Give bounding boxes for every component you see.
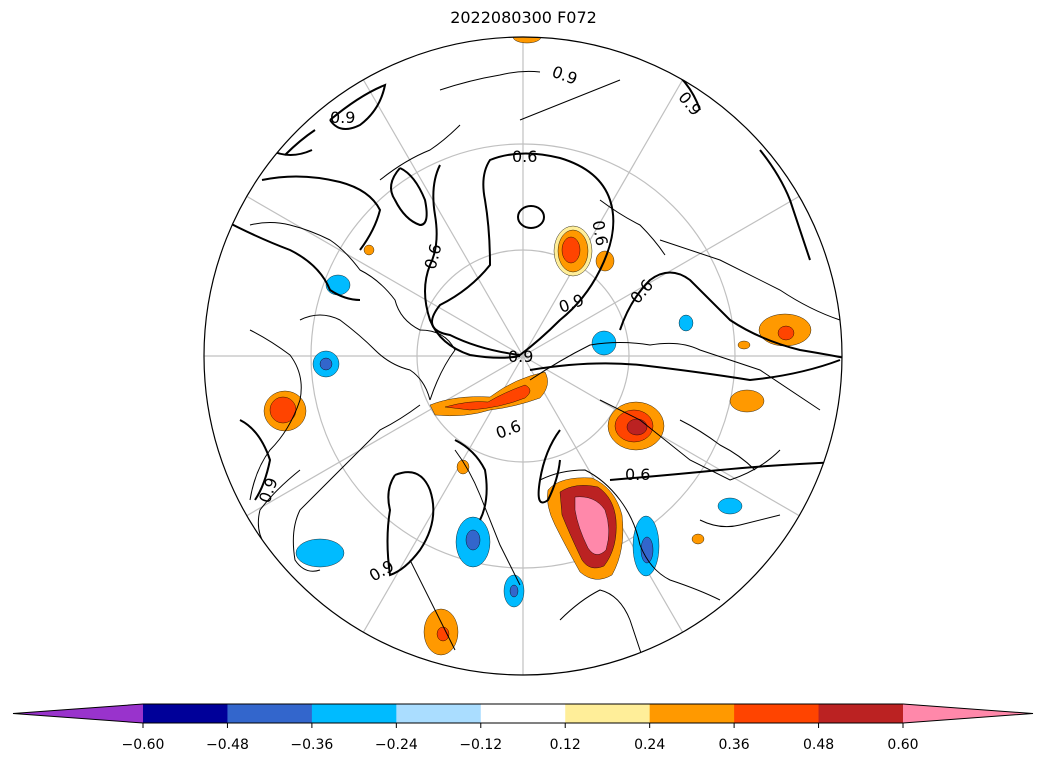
contour-label: 0.6 (625, 465, 650, 484)
contour-label-group: 0.9 0.6 0.9 0.9 0.6 0.9 0.6 0.9 0.6 0.6 … (255, 62, 705, 585)
polar-stereographic-map: 0.9 0.6 0.9 0.9 0.6 0.9 0.6 0.9 0.6 0.6 … (203, 36, 843, 676)
contour-label: 0.6 (512, 147, 537, 166)
colorbar-tick-label: −0.36 (290, 737, 333, 753)
positive-anomaly-pacific-east (729, 313, 812, 413)
colorbar-tick-label: −0.60 (122, 737, 165, 753)
colorbar-extend-max (903, 704, 1033, 723)
colorbar-tick-label: 0.60 (887, 737, 918, 753)
positive-anomaly-atlantic (423, 37, 705, 656)
colorbar-tick-label: 0.24 (634, 737, 665, 753)
colorbar-bin (649, 704, 735, 723)
colorbar-tick-label: 0.12 (550, 737, 581, 753)
colorbar-extend-min (13, 704, 143, 723)
contour-label: 0.9 (549, 62, 579, 89)
coastlines (249, 70, 841, 675)
colorbar-bin (734, 704, 820, 723)
colorbar: −0.60 −0.48 −0.36 −0.24 −0.12 0.12 0.24 0.36 0.4… (12, 703, 1034, 753)
colorbar-bin (818, 704, 904, 723)
contour-label: 0.9 (508, 347, 533, 366)
positive-anomaly-europe (547, 477, 624, 580)
contour-label: 0.6 (626, 276, 657, 308)
negative-anomaly-patches (295, 274, 743, 608)
contour-label: 0.9 (556, 290, 586, 317)
map-title: 2022080300 F072 (450, 8, 597, 27)
colorbar-tick-label: −0.24 (375, 737, 418, 753)
colorbar-bin (311, 704, 397, 723)
colorbar-bin (396, 704, 482, 723)
colorbar-bin (480, 704, 566, 723)
contour-label: 0.9 (674, 88, 705, 120)
colorbar-tick-label: −0.48 (206, 737, 249, 753)
colorbar-ticks: −0.60 −0.48 −0.36 −0.24 −0.12 0.12 0.24 0.36 0.4… (122, 723, 919, 753)
anomaly-shading (263, 37, 812, 656)
contour-label: 0.9 (330, 108, 355, 127)
colorbar-tick-label: 0.48 (803, 737, 834, 753)
map-boundary (203, 36, 843, 676)
colorbar-tick-label: 0.36 (719, 737, 750, 753)
positive-anomaly-arctic-band (429, 371, 548, 417)
contour-lines (204, 37, 842, 577)
contour-label: 0.6 (588, 219, 611, 247)
positive-anomaly-siberia-north (553, 225, 615, 277)
colorbar-bin (227, 704, 313, 723)
colorbar-bins (12, 703, 1034, 724)
positive-anomaly-greenland-west (263, 244, 470, 475)
colorbar-bin (143, 704, 228, 723)
contour-label: 0.6 (421, 242, 446, 272)
colorbar-bin (565, 704, 651, 723)
colorbar-tick-label: −0.12 (459, 737, 502, 753)
positive-anomaly-central-siberia (607, 401, 665, 451)
contour-label: 0.6 (493, 416, 523, 443)
contour-label: 0.9 (255, 475, 282, 505)
